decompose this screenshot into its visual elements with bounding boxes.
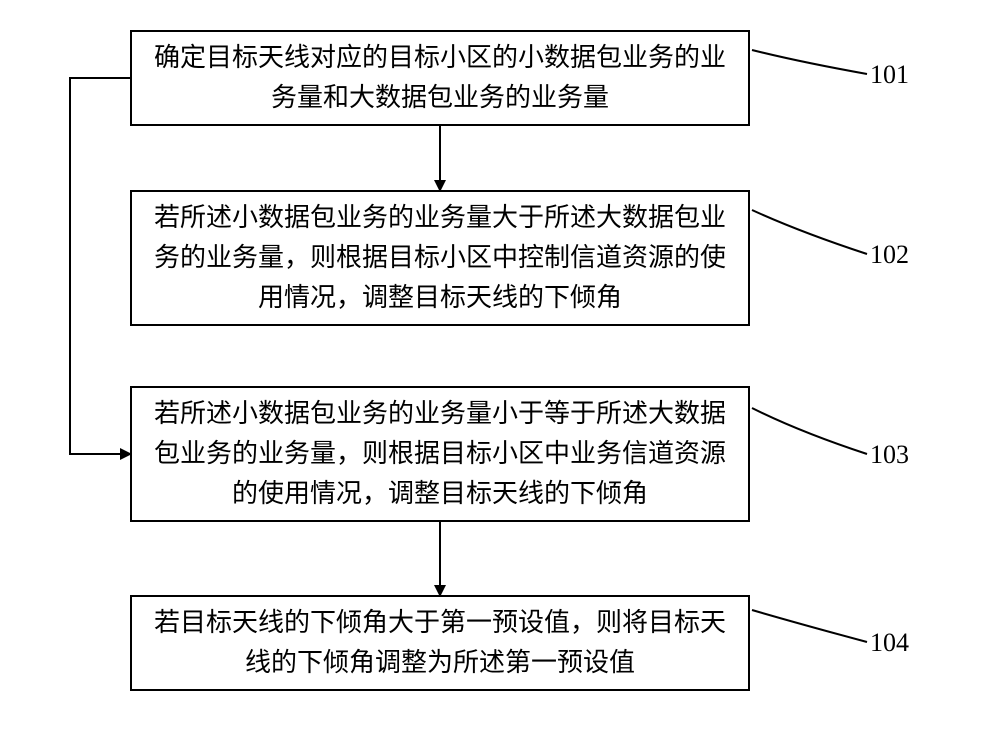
step-label-101: 101	[870, 60, 909, 90]
flow-box-103: 若所述小数据包业务的业务量小于等于所述大数据包业务的业务量，则根据目标小区中业务…	[130, 386, 750, 522]
step-label-102: 102	[870, 240, 909, 270]
flowchart-canvas: 确定目标天线对应的目标小区的小数据包业务的业务量和大数据包业务的业务量 若所述小…	[0, 0, 1000, 743]
step-label-103: 103	[870, 440, 909, 470]
flow-box-102-text: 若所述小数据包业务的业务量大于所述大数据包业务的业务量，则根据目标小区中控制信道…	[150, 198, 730, 319]
flow-box-103-text: 若所述小数据包业务的业务量小于等于所述大数据包业务的业务量，则根据目标小区中业务…	[150, 394, 730, 515]
step-label-104: 104	[870, 628, 909, 658]
flow-box-102: 若所述小数据包业务的业务量大于所述大数据包业务的业务量，则根据目标小区中控制信道…	[130, 190, 750, 326]
flow-box-104: 若目标天线的下倾角大于第一预设值，则将目标天线的下倾角调整为所述第一预设值	[130, 595, 750, 691]
flow-box-101: 确定目标天线对应的目标小区的小数据包业务的业务量和大数据包业务的业务量	[130, 30, 750, 126]
flow-box-101-text: 确定目标天线对应的目标小区的小数据包业务的业务量和大数据包业务的业务量	[150, 38, 730, 119]
flow-box-104-text: 若目标天线的下倾角大于第一预设值，则将目标天线的下倾角调整为所述第一预设值	[150, 603, 730, 684]
